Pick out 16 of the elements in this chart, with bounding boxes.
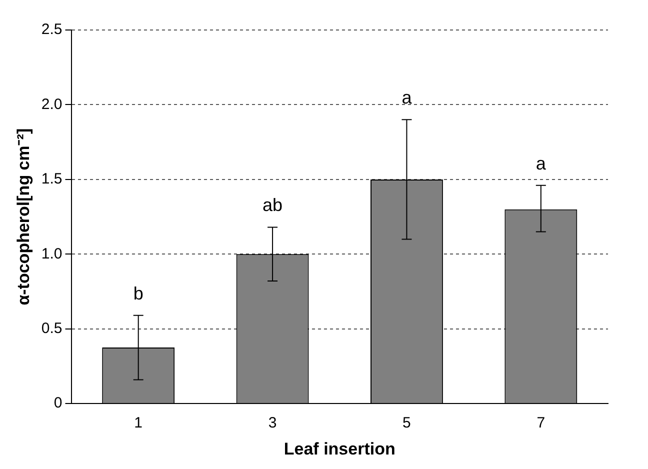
x-tick-label: 1 [134,414,143,432]
annotation: a [536,153,547,174]
x-tick-label: 3 [268,414,277,432]
y-tick-label: 0 [54,394,62,412]
annotation: b [133,283,144,304]
x-tick-label: 5 [402,414,411,432]
annotation: a [402,88,413,108]
y-tick-label: 0.5 [41,320,62,338]
y-tick-label: 1.0 [41,245,62,262]
y-tick-label: 1.5 [41,170,62,188]
annotation: ab [262,195,283,216]
x-tick-label: 7 [536,414,546,432]
x-axis-title: Leaf insertion [284,439,396,458]
y-tick-label: 2.5 [41,21,62,38]
y-tick-label: 2.0 [41,96,62,113]
y-axis-title: α-tocopherol[ng cm⁻²] [14,128,33,306]
